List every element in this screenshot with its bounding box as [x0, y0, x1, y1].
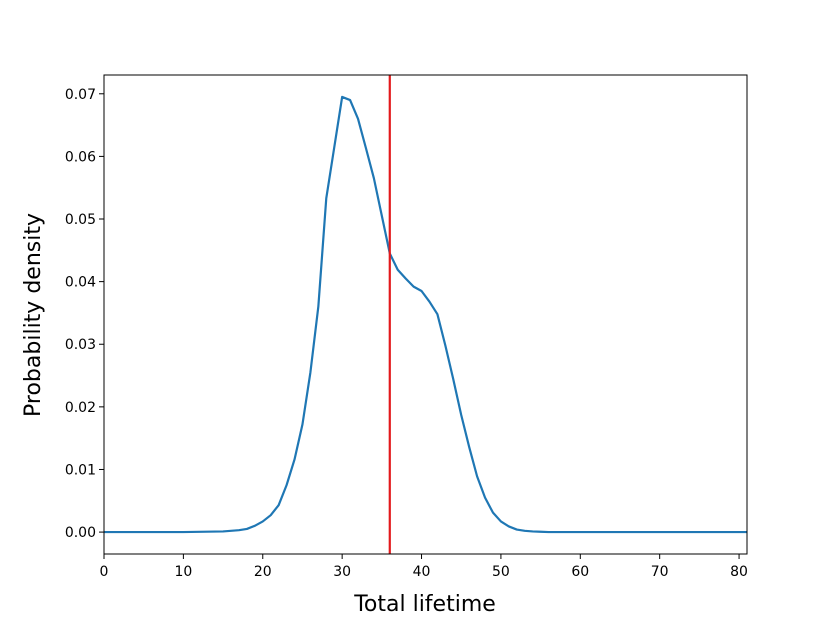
plot-area: [103, 74, 748, 555]
x-tick-label: 80: [730, 564, 748, 580]
x-tick-label: 70: [651, 564, 669, 580]
x-axis-ticks: 0 10 20 30 40 50 60 70 80: [100, 554, 748, 580]
x-axis-label: Total lifetime: [353, 592, 496, 617]
x-tick-label: 30: [333, 564, 351, 580]
y-tick-label: 0.01: [65, 462, 96, 478]
x-tick-label: 50: [492, 564, 510, 580]
x-tick-label: 40: [413, 564, 431, 580]
y-tick-label: 0.00: [65, 525, 96, 541]
x-tick-label: 60: [571, 564, 589, 580]
x-tick-label: 10: [174, 564, 192, 580]
density-line: [104, 95, 747, 534]
x-tick-label: 20: [254, 564, 272, 580]
y-tick-label: 0.07: [65, 87, 96, 103]
x-tick-label: 0: [100, 564, 109, 580]
y-tick-label: 0.02: [65, 400, 96, 416]
y-tick-label: 0.03: [65, 337, 96, 353]
y-axis-ticks: 0.00 0.01 0.02 0.03 0.04 0.05 0.06 0.07: [65, 87, 104, 541]
y-axis-label: Probability density: [21, 213, 46, 417]
plot-frame: [103, 74, 748, 555]
y-tick-label: 0.05: [65, 212, 96, 228]
y-tick-label: 0.06: [65, 149, 96, 165]
y-tick-label: 0.04: [65, 275, 96, 291]
